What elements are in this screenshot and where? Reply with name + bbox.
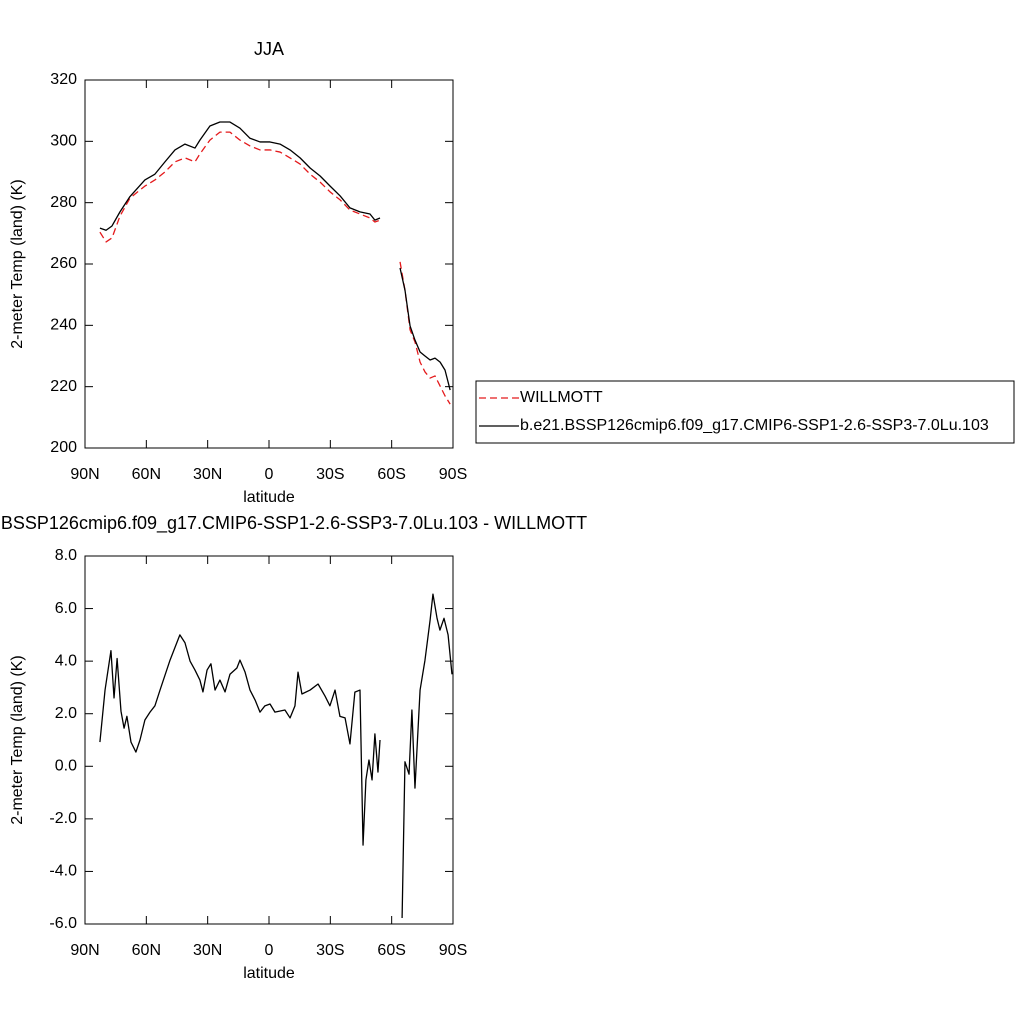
chart-title: JJA [254,39,284,59]
x-tick-label: 60N [132,942,161,959]
y-axis-label: 2-meter Temp (land) (K) [9,179,26,349]
x-tick-label: 90S [439,466,467,483]
y-tick-label: -2.0 [49,810,77,827]
x-axis-label: latitude [243,489,295,506]
x-tick-label: 30S [316,466,344,483]
x-tick-label: 90N [70,466,99,483]
y-tick-label: 0.0 [55,758,77,775]
data-line [99,593,453,918]
y-tick-label: -6.0 [49,915,77,932]
y-tick-label: 280 [50,194,77,211]
x-tick-label: 0 [265,466,274,483]
y-tick-label: 300 [50,133,77,150]
x-tick-label: 30N [193,942,222,959]
x-tick-label: 90S [439,942,467,959]
plot-frame [84,79,454,449]
x-tick-label: 60N [132,466,161,483]
chart-title: b.e21.BSSP126cmip6.f09_g17.CMIP6-SSP1-2.… [0,513,587,534]
y-tick-label: -4.0 [49,863,77,880]
y-tick-label: 2.0 [55,705,77,722]
data-line [99,131,451,405]
y-tick-label: 8.0 [55,547,77,564]
x-tick-label: 0 [265,942,274,959]
y-axis-label: 2-meter Temp (land) (K) [9,655,26,825]
legend-box [475,380,1015,444]
y-tick-label: 320 [50,71,77,88]
y-tick-label: 220 [50,378,77,395]
y-tick-label: 260 [50,255,77,272]
x-tick-label: 30S [316,942,344,959]
x-tick-label: 60S [377,942,405,959]
y-tick-label: 6.0 [55,600,77,617]
data-line [99,121,451,391]
x-tick-label: 30N [193,466,222,483]
y-tick-label: 240 [50,317,77,334]
y-tick-label: 200 [50,439,77,456]
x-tick-label: 60S [377,466,405,483]
x-tick-label: 90N [70,942,99,959]
y-tick-label: 4.0 [55,652,77,669]
legend-label: b.e21.BSSP126cmip6.f09_g17.CMIP6-SSP1-2.… [520,417,989,434]
x-axis-label: latitude [243,965,295,982]
legend-label: WILLMOTT [520,389,603,406]
